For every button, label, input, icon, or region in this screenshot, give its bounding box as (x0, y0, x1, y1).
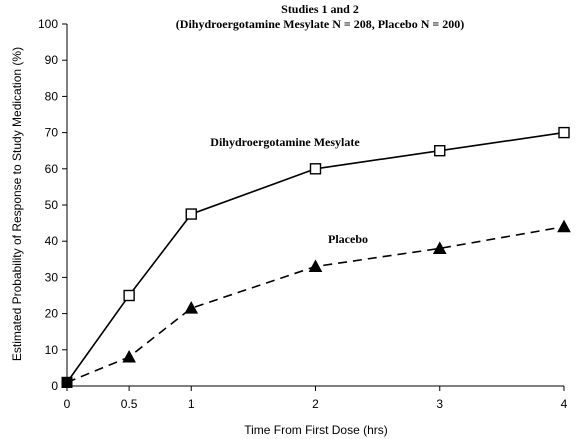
data-point-dihydroergotamine (309, 163, 322, 175)
data-point-placebo (308, 259, 323, 273)
data-point-placebo (184, 301, 199, 314)
y-tick-label: 90 (45, 53, 59, 67)
y-tick-label: 40 (45, 234, 59, 248)
x-tick-label: 4 (561, 397, 568, 411)
x-tick-label: 3 (436, 397, 443, 411)
x-axis-label: Time From First Dose (hrs) (244, 423, 388, 437)
chart-subtitle: (Dihydroergotamine Mesylate N = 208, Pla… (176, 17, 464, 31)
chart-title: Studies 1 and 2 (281, 2, 359, 16)
series-lines (66, 131, 565, 384)
y-tick-label: 20 (45, 307, 59, 321)
series-line-placebo (66, 225, 565, 384)
y-tick-label: 0 (51, 379, 58, 393)
data-point-placebo (61, 376, 73, 388)
y-tick-label: 30 (45, 270, 59, 284)
y-tick-label: 70 (45, 126, 59, 140)
x-tick-label: 0 (64, 397, 71, 411)
data-point-placebo (432, 241, 447, 254)
y-tick-label: 100 (38, 17, 58, 31)
y-axis-ticks: 0 10 20 30 40 50 60 70 80 90 100 (38, 17, 67, 393)
x-tick-label: 1 (188, 397, 195, 411)
y-tick-label: 50 (45, 198, 59, 212)
data-point-dihydroergotamine (185, 208, 197, 220)
axes (66, 24, 564, 387)
series-label-dihydroergotamine: Dihydroergotamine Mesylate (210, 135, 360, 149)
series-line-dihydroergotamine (66, 131, 565, 383)
data-point-placebo (122, 349, 136, 363)
y-tick-label: 10 (45, 343, 59, 357)
series-label-placebo: Placebo (328, 232, 368, 246)
data-point-dihydroergotamine (558, 126, 570, 139)
data-point-placebo (557, 219, 571, 233)
data-point-dihydroergotamine (434, 144, 446, 157)
y-axis-label: Estimated Probability of Response to Stu… (10, 47, 24, 361)
x-tick-label: 2 (312, 397, 319, 411)
x-axis-ticks: 0 0.5 1 2 3 4 (64, 386, 568, 411)
series-markers (61, 126, 571, 388)
data-point-dihydroergotamine (123, 289, 135, 302)
y-tick-label: 80 (45, 89, 59, 103)
x-tick-label: 0.5 (121, 397, 138, 411)
y-tick-label: 60 (45, 162, 59, 176)
